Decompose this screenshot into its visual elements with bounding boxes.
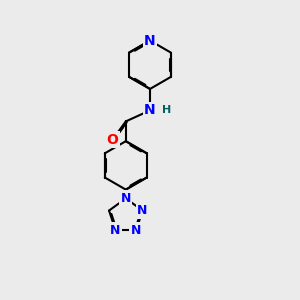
Text: N: N bbox=[131, 224, 141, 237]
Text: H: H bbox=[162, 105, 171, 116]
Text: O: O bbox=[107, 133, 118, 146]
Text: N: N bbox=[110, 224, 121, 237]
Text: N: N bbox=[144, 103, 156, 117]
Text: N: N bbox=[144, 34, 156, 47]
Text: N: N bbox=[121, 192, 131, 205]
Text: N: N bbox=[137, 204, 148, 217]
